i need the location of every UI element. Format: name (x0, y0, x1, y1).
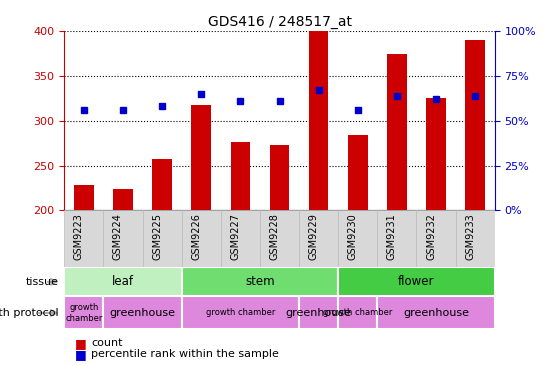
Bar (152, 159, 172, 210)
Bar (64, 296, 103, 329)
Bar (113, 189, 133, 210)
Bar (182, 296, 299, 329)
Text: growth protocol: growth protocol (0, 308, 59, 318)
Bar (299, 210, 338, 267)
Text: stem: stem (245, 275, 274, 288)
Text: growth
chamber: growth chamber (65, 303, 102, 323)
Text: ■: ■ (75, 337, 91, 350)
Text: GSM9229: GSM9229 (309, 213, 319, 260)
Bar (416, 210, 456, 267)
Text: GSM9230: GSM9230 (348, 213, 358, 260)
Text: count: count (91, 338, 122, 348)
Bar (270, 145, 290, 210)
Bar (143, 210, 182, 267)
Text: GSM9233: GSM9233 (465, 213, 475, 260)
Bar (74, 185, 93, 210)
Text: GSM9227: GSM9227 (230, 213, 240, 260)
Bar (309, 31, 329, 210)
Bar (338, 267, 495, 296)
Bar (103, 296, 182, 329)
Text: growth chamber: growth chamber (206, 309, 275, 317)
Bar (231, 142, 250, 210)
Bar (182, 267, 338, 296)
Bar (466, 40, 485, 210)
Bar (299, 296, 338, 329)
Bar (348, 135, 368, 210)
Text: GSM9231: GSM9231 (387, 213, 397, 260)
Text: greenhouse: greenhouse (403, 308, 469, 318)
Bar (103, 210, 143, 267)
Text: GSM9232: GSM9232 (426, 213, 436, 260)
Text: leaf: leaf (112, 275, 134, 288)
Bar (338, 296, 377, 329)
Bar (260, 210, 299, 267)
Bar (64, 267, 182, 296)
Bar (377, 296, 495, 329)
Bar (377, 210, 416, 267)
Bar (192, 105, 211, 210)
Bar (64, 210, 103, 267)
Bar (387, 55, 407, 210)
Text: ■: ■ (75, 348, 91, 361)
Text: GSM9225: GSM9225 (152, 213, 162, 260)
Text: flower: flower (398, 275, 435, 288)
Bar (221, 210, 260, 267)
Bar (338, 210, 377, 267)
Text: GSM9224: GSM9224 (113, 213, 123, 260)
Text: GDS416 / 248517_at: GDS416 / 248517_at (207, 15, 352, 29)
Text: GSM9226: GSM9226 (191, 213, 201, 260)
Text: growth chamber: growth chamber (323, 309, 392, 317)
Text: tissue: tissue (26, 277, 59, 287)
Bar (182, 210, 221, 267)
Text: percentile rank within the sample: percentile rank within the sample (91, 349, 279, 359)
Text: greenhouse: greenhouse (286, 308, 352, 318)
Text: greenhouse: greenhouse (110, 308, 176, 318)
Text: GSM9223: GSM9223 (74, 213, 84, 260)
Text: GSM9228: GSM9228 (269, 213, 280, 260)
Bar (427, 98, 446, 210)
Bar (456, 210, 495, 267)
